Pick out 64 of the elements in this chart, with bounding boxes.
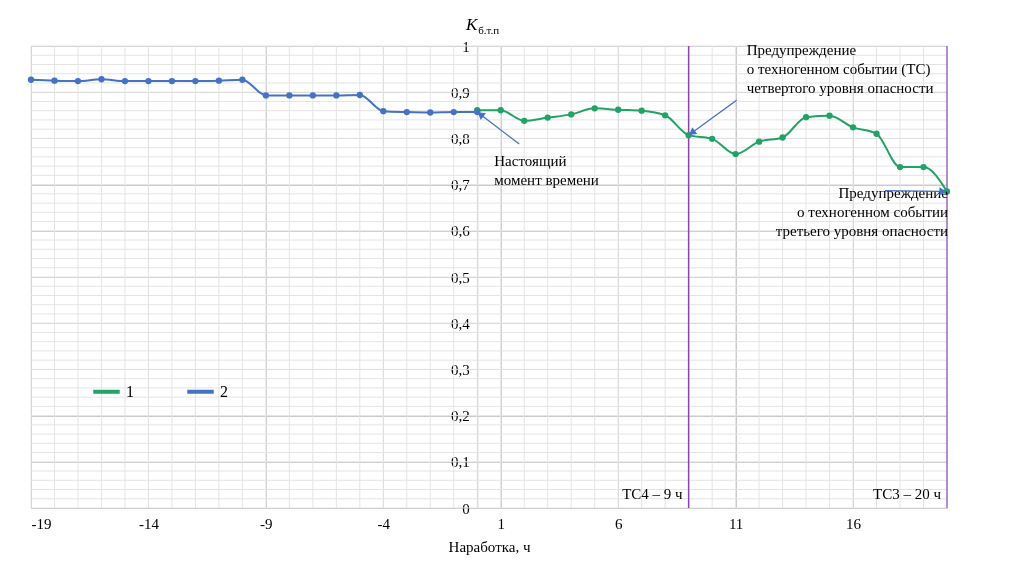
x-tick-label: -4 (377, 515, 391, 532)
point (262, 92, 270, 99)
y-tick-label: 0,7 (451, 177, 471, 194)
point (215, 77, 223, 84)
point (145, 77, 152, 85)
x-tick-label: -14 (138, 515, 160, 532)
point (732, 150, 739, 158)
point (638, 107, 645, 114)
y-tick-label: 0,4 (451, 315, 471, 332)
point (615, 106, 622, 113)
x-tick-label: 16 (846, 515, 862, 532)
y-tick-label: 0,3 (451, 361, 470, 378)
y-tick-label: 1 (462, 38, 470, 55)
point (286, 92, 293, 99)
y-tick-label: 0,1 (451, 454, 470, 471)
y-tick-label: 0 (462, 500, 470, 517)
point (380, 107, 387, 115)
x-axis-title: Наработка, ч (448, 538, 531, 555)
point (168, 77, 176, 85)
point (74, 77, 82, 85)
point (121, 77, 129, 85)
point (544, 114, 551, 121)
ref-line-label: ТС3 – 20 ч (873, 486, 942, 502)
legend-label: 1 (126, 382, 134, 400)
point (708, 135, 716, 143)
point (403, 108, 410, 116)
x-tick-label: 1 (497, 515, 505, 532)
x-tick-label: -19 (31, 515, 52, 532)
point (356, 91, 363, 99)
point (497, 107, 504, 114)
y-tick-label: 0,2 (451, 408, 470, 425)
y-tick-label: 0,6 (451, 223, 471, 240)
point (849, 124, 857, 131)
y-tick-label: 0,5 (451, 269, 470, 286)
point (661, 112, 669, 119)
x-tick-label: 11 (728, 515, 744, 532)
point (333, 92, 340, 99)
ref-line-label: ТС4 – 9 ч (622, 486, 684, 502)
point (568, 111, 575, 118)
x-tick-label: -9 (260, 515, 273, 532)
annotation: Предупреждение о техногенном событии (ТС) четвертого уровня опасности (746, 42, 934, 97)
y-tick-label: 0,9 (451, 84, 470, 101)
point (896, 163, 904, 171)
annotation: Предупреждение о техногенном событии третьего уровня опасности (775, 184, 949, 239)
point (427, 109, 434, 116)
point (309, 92, 317, 99)
point (755, 138, 763, 145)
annotation: Настоящий момент времени (494, 153, 599, 189)
point (239, 76, 246, 83)
point (192, 77, 199, 85)
point (779, 134, 786, 141)
point (802, 113, 810, 121)
point (27, 76, 35, 83)
point (826, 112, 833, 119)
point (450, 108, 457, 116)
point (920, 163, 927, 171)
point (51, 77, 58, 84)
x-tick-label: 6 (614, 515, 623, 532)
point (98, 76, 105, 83)
point (521, 117, 528, 124)
point (873, 130, 880, 137)
y-tick-label: 0,8 (451, 130, 470, 147)
legend-label: 2 (220, 382, 228, 400)
point (591, 105, 598, 112)
